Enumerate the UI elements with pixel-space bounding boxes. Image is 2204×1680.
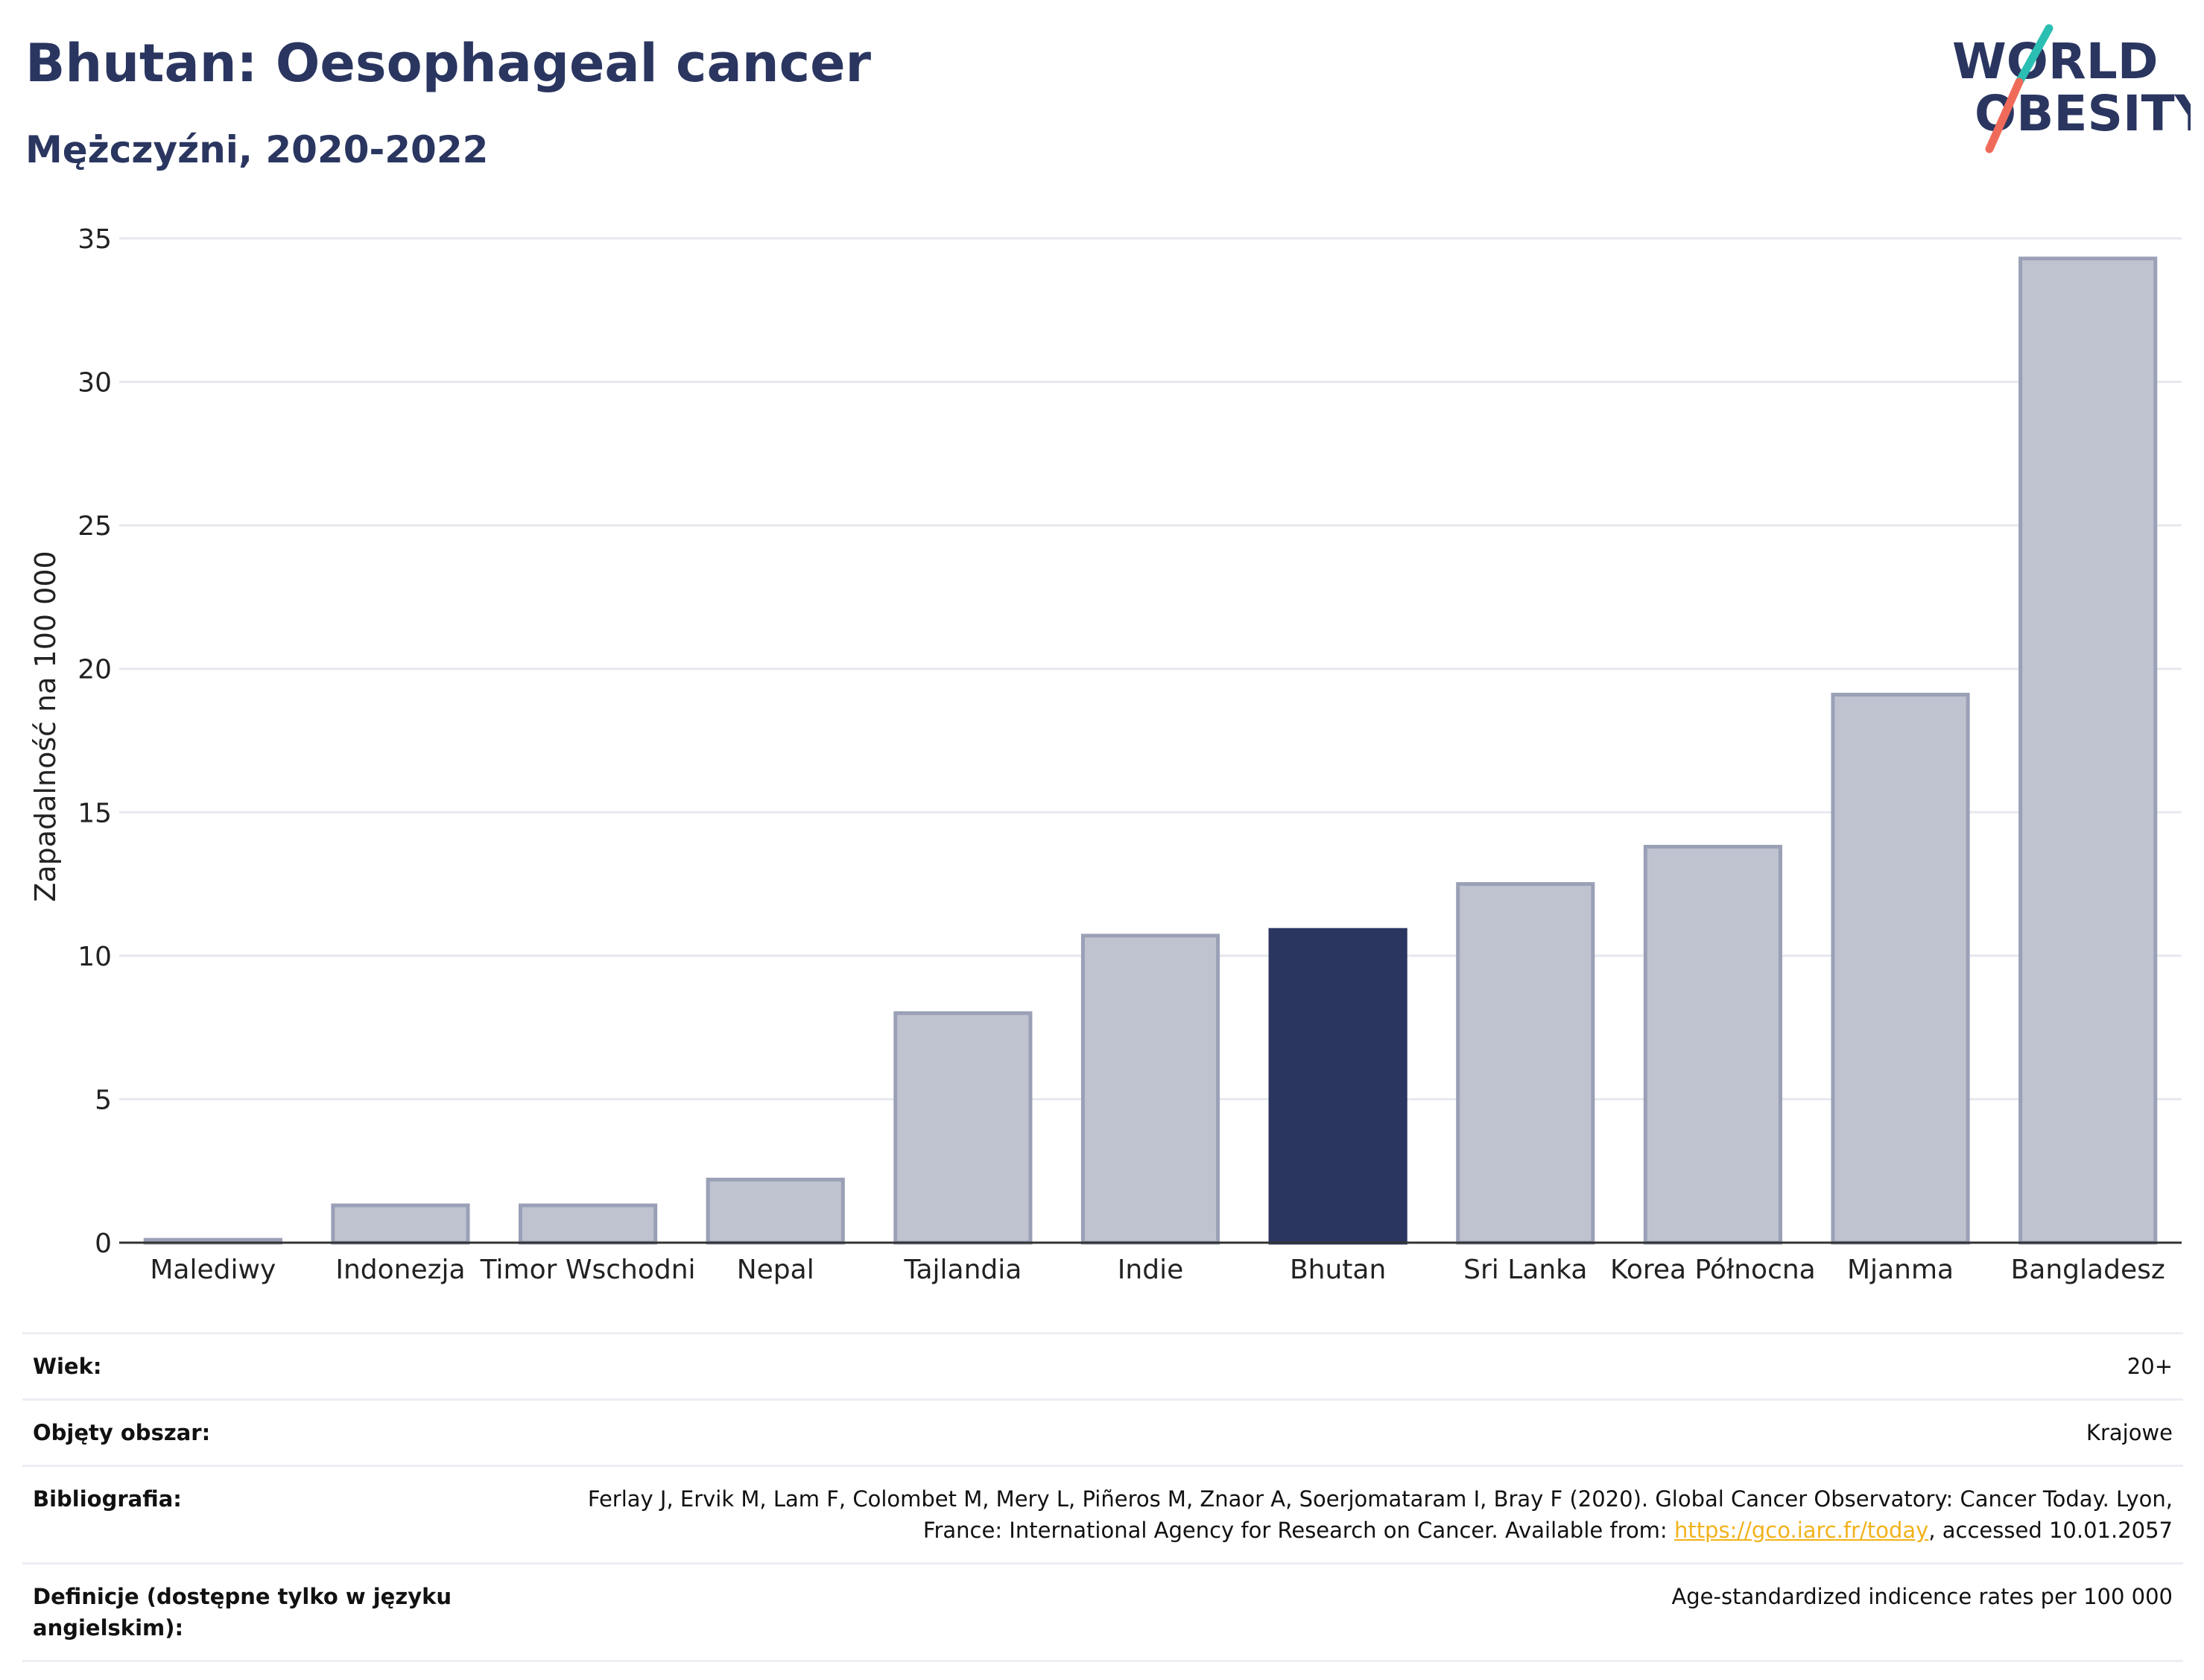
bar-timor-wschodni <box>519 1203 658 1245</box>
x-tick-label: Sri Lanka <box>1463 1255 1587 1285</box>
info-value: Age-standardized indicence rates per 100… <box>1671 1584 2173 1609</box>
bar-bhutan <box>1268 928 1407 1245</box>
info-table: Wiek: 20+ Objęty obszar: Krajowe Bibliog… <box>22 1332 2183 1662</box>
y-tick-label: 5 <box>95 1085 112 1115</box>
y-tick-label: 10 <box>77 942 112 972</box>
x-tick-label: Bangladesz <box>2011 1255 2165 1285</box>
bibliography-accessed: , accessed 10.01.2057 <box>1928 1518 2173 1543</box>
info-row-bibliography: Bibliografia: Ferlay J, Ervik M, Lam F, … <box>22 1465 2183 1562</box>
info-label: Bibliografia: <box>33 1486 182 1512</box>
info-label: Wiek: <box>33 1354 102 1379</box>
y-tick-label: 20 <box>77 655 112 685</box>
bar-indonezja <box>331 1203 470 1245</box>
info-value: Krajowe <box>2086 1420 2173 1445</box>
logo-slash-coral-icon <box>1985 77 2024 153</box>
bar-korea-północna <box>1643 845 1782 1245</box>
x-tick-label: Bhutan <box>1290 1255 1386 1285</box>
bar-bangladesz <box>2018 256 2158 1245</box>
info-value: 20+ <box>2127 1354 2173 1379</box>
x-tick-label: Malediwy <box>150 1255 276 1285</box>
x-tick-label: Indonezja <box>335 1255 465 1285</box>
x-tick-label: Indie <box>1118 1255 1183 1285</box>
logo-line1: WORLD <box>1952 33 2159 90</box>
info-row-age: Wiek: 20+ <box>22 1332 2183 1398</box>
y-tick-label: 15 <box>77 798 112 828</box>
info-row-definitions: Definicje (dostępne tylko w języku angie… <box>22 1562 2183 1662</box>
world-obesity-logo: WORLD OBESITY <box>1952 24 2191 153</box>
info-label: Definicje (dostępne tylko w języku angie… <box>33 1584 452 1641</box>
bar-tajlandia <box>893 1011 1033 1245</box>
bibliography-link[interactable]: https://gco.iarc.fr/today <box>1673 1518 1929 1543</box>
bibliography-text: Ferlay J, Ervik M, Lam F, Colombet M, Me… <box>587 1486 2173 1543</box>
bar-sri-lanka <box>1456 882 1595 1245</box>
info-row-area: Objęty obszar: Krajowe <box>22 1398 2183 1465</box>
info-value: Ferlay J, Ervik M, Lam F, Colombet M, Me… <box>504 1483 2173 1546</box>
bar-indie <box>1080 933 1220 1245</box>
bar-chart: 0 5 10 15 20 25 30 35 Malediwy Indonezja Timor Wsc… <box>29 224 2182 1285</box>
y-tick-label: 0 <box>95 1229 112 1259</box>
bars <box>143 256 2158 1245</box>
info-label: Objęty obszar: <box>33 1420 211 1445</box>
chart-subtitle: Mężczyźni, 2020-2022 <box>25 128 489 171</box>
y-tick-label: 30 <box>77 368 112 399</box>
x-tick-label: Timor Wschodni <box>480 1255 696 1285</box>
chart-title: Bhutan: Oesophageal cancer <box>25 33 872 94</box>
x-tick-label: Korea Północna <box>1610 1255 1816 1285</box>
axes: 0 5 10 15 20 25 30 35 Malediwy Indonezja Timor Wsc… <box>77 224 2182 1285</box>
logo-slash-teal-icon <box>2015 24 2053 86</box>
y-tick-label: 35 <box>77 224 112 255</box>
x-tick-label: Mjanma <box>1847 1255 1954 1285</box>
x-tick-label: Nepal <box>737 1255 814 1285</box>
x-tick-label: Tajlandia <box>903 1255 1022 1285</box>
y-tick-label: 25 <box>77 511 112 542</box>
bar-nepal <box>706 1177 845 1245</box>
y-axis-label: Zapadalność na 100 000 <box>29 551 62 901</box>
bar-mjanma <box>1831 692 1970 1245</box>
